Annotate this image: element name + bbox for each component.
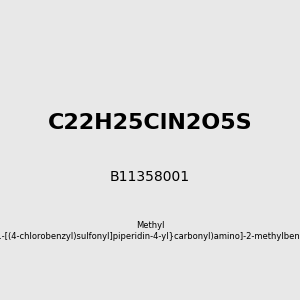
Text: B11358001: B11358001 bbox=[110, 170, 190, 184]
Text: C22H25ClN2O5S: C22H25ClN2O5S bbox=[48, 113, 252, 133]
Text: Methyl 3-[({1-[(4-chlorobenzyl)sulfonyl]piperidin-4-yl}carbonyl)amino]-2-methylb: Methyl 3-[({1-[(4-chlorobenzyl)sulfonyl]… bbox=[0, 221, 300, 241]
